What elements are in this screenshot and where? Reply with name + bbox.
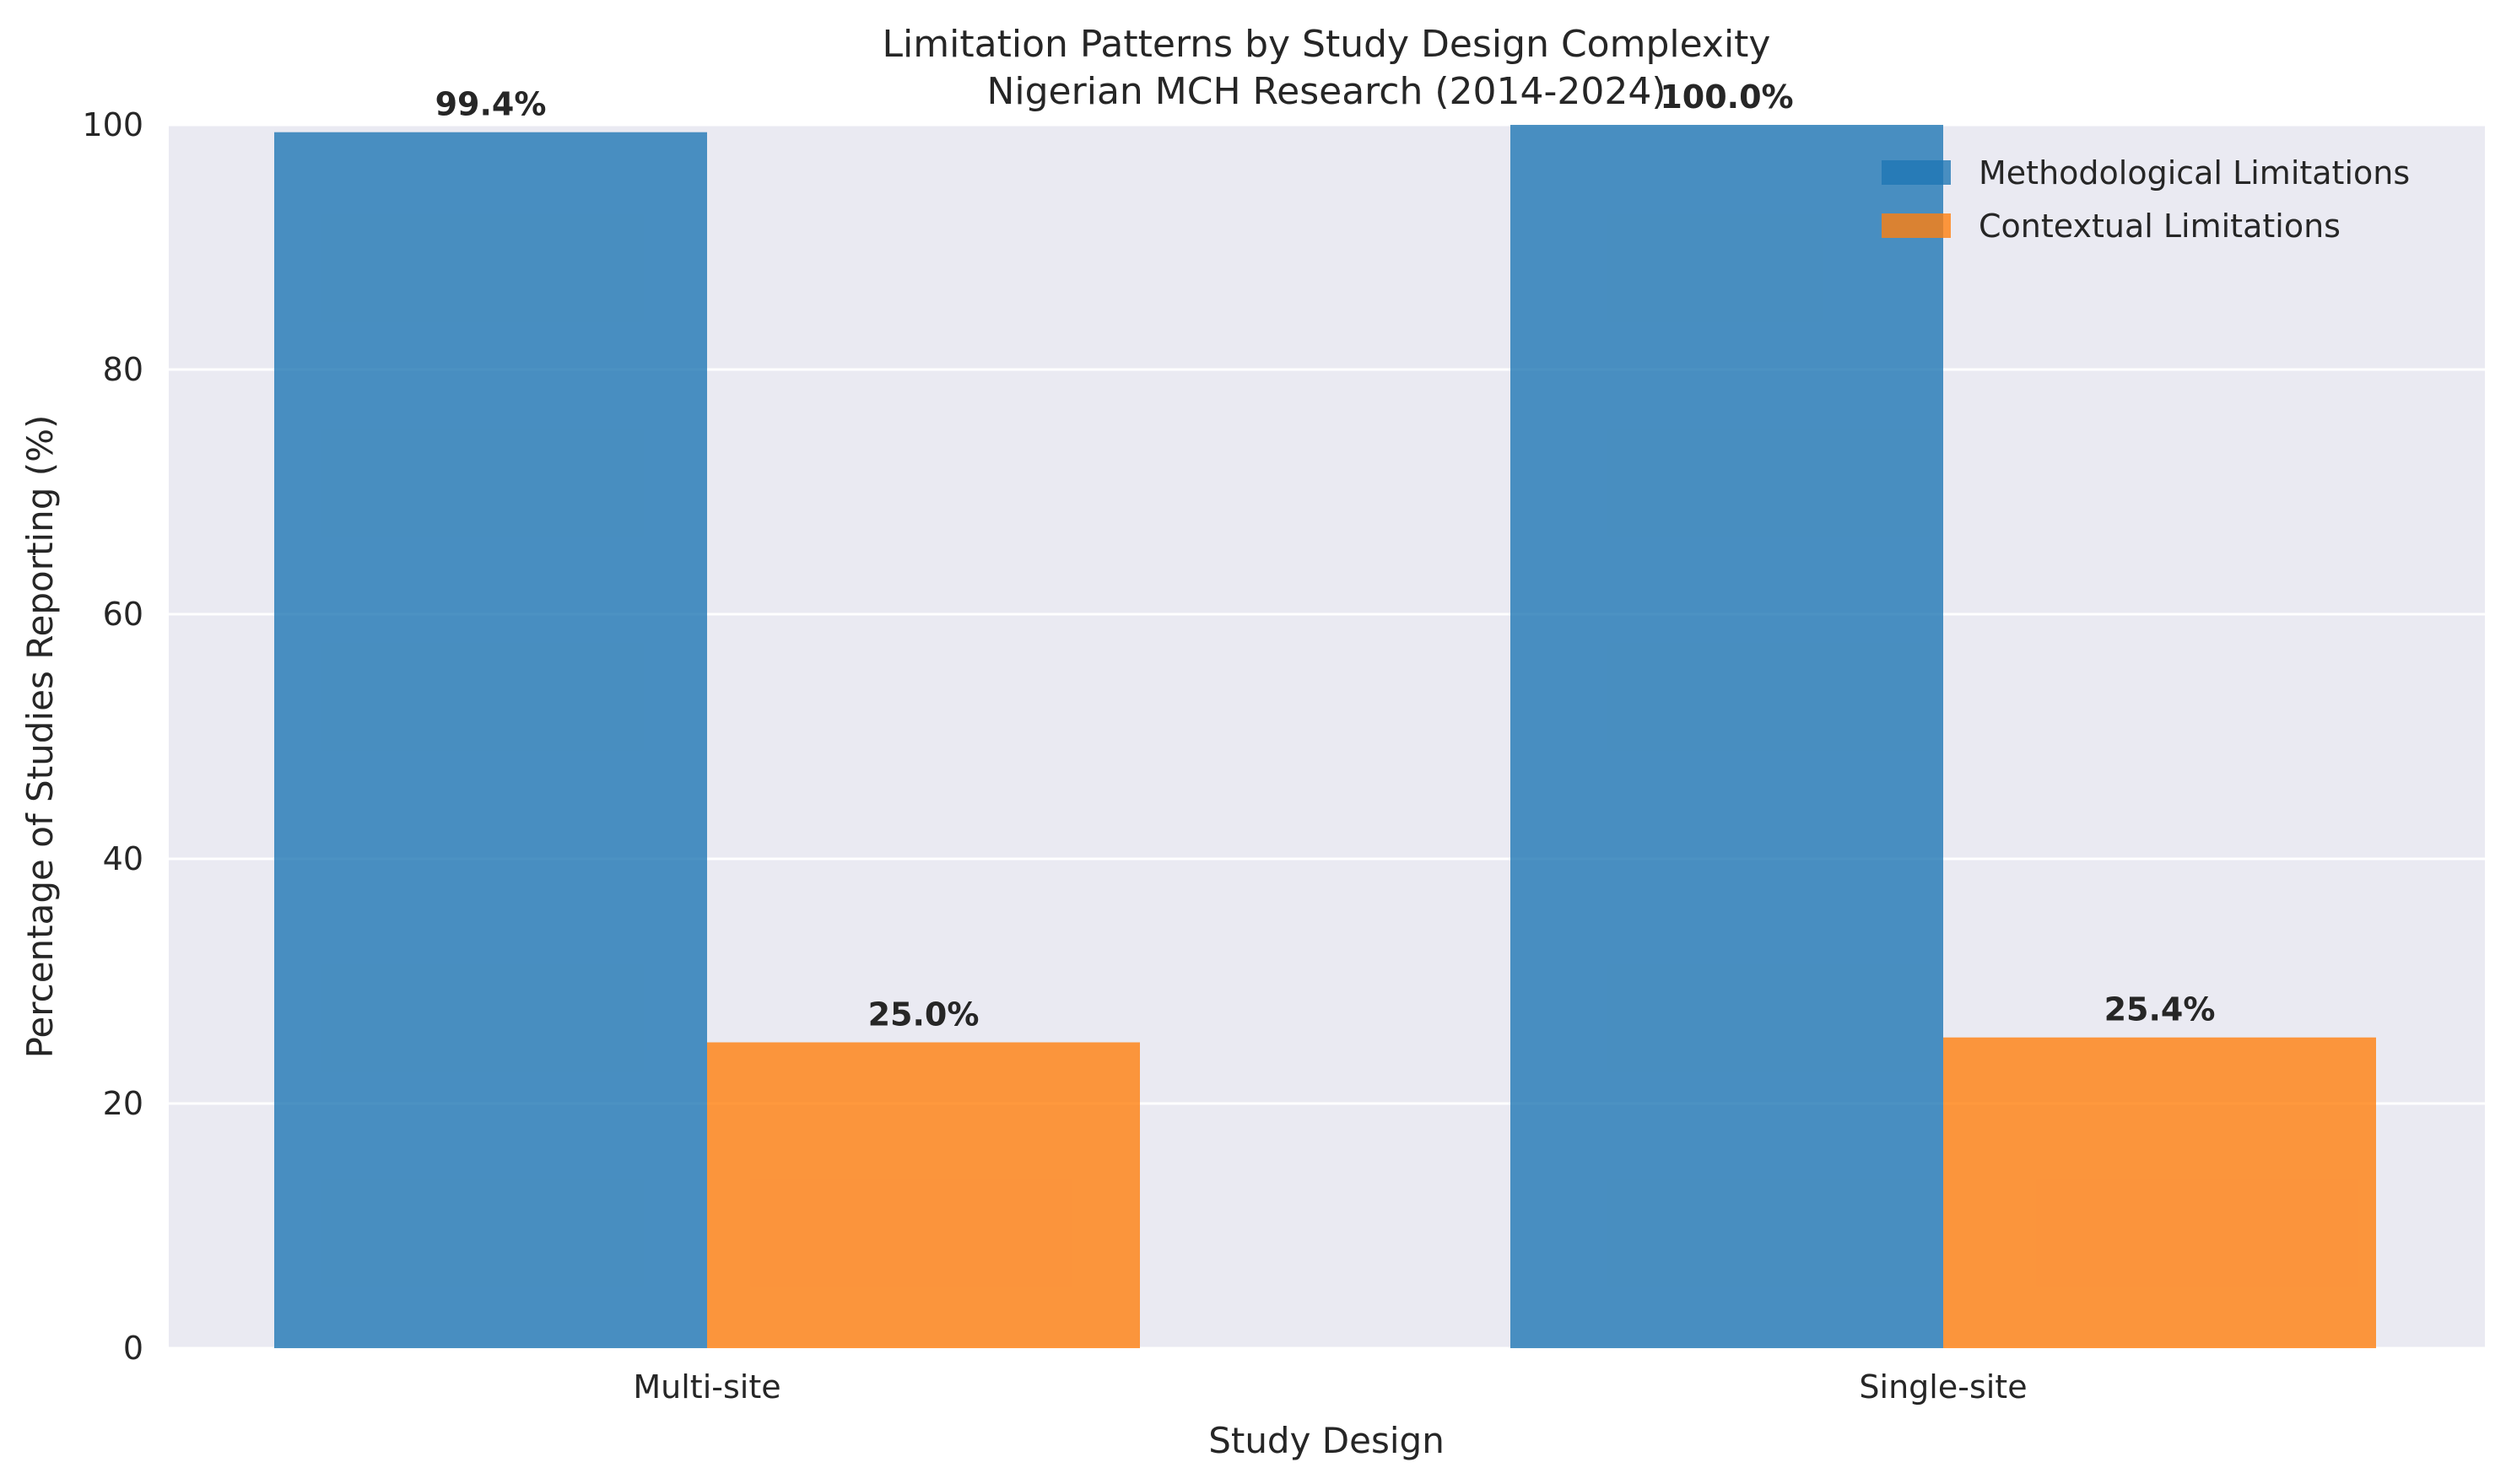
legend-swatch-contextual bbox=[1882, 213, 1951, 238]
x-axis-label: Study Design bbox=[1208, 1420, 1445, 1461]
bars-group bbox=[274, 125, 2376, 1349]
data-label: 25.0% bbox=[868, 996, 980, 1033]
data-label: 100.0% bbox=[1660, 78, 1793, 116]
y-tick-label: 0 bbox=[123, 1330, 143, 1367]
y-axis-ticks: 0 20 40 60 80 100 bbox=[82, 106, 143, 1367]
x-tick-label: Single-site bbox=[1859, 1368, 2027, 1406]
legend-label-methodological: Methodological Limitations bbox=[1979, 154, 2410, 192]
y-tick-label: 100 bbox=[82, 106, 143, 143]
bar-contextual-single-site bbox=[1943, 1037, 2376, 1348]
data-label: 99.4% bbox=[435, 86, 547, 123]
legend-swatch-methodological bbox=[1882, 160, 1951, 185]
data-label: 25.4% bbox=[2104, 991, 2216, 1028]
y-tick-label: 20 bbox=[103, 1085, 143, 1122]
legend-label-contextual: Contextual Limitations bbox=[1979, 208, 2341, 245]
y-tick-label: 40 bbox=[103, 840, 143, 877]
chart-title: Limitation Patterns by Study Design Comp… bbox=[883, 23, 1771, 66]
y-tick-label: 80 bbox=[103, 351, 143, 388]
bar-contextual-multi-site bbox=[707, 1042, 1140, 1348]
data-labels-group: 99.4% 25.0% 100.0% 25.4% bbox=[435, 78, 2216, 1033]
x-tick-label: Multi-site bbox=[633, 1368, 780, 1406]
bar-methodological-single-site bbox=[1510, 125, 1943, 1348]
bar-methodological-multi-site bbox=[274, 132, 707, 1349]
chart-subtitle: Nigerian MCH Research (2014-2024) bbox=[986, 70, 1666, 113]
legend: Methodological Limitations Contextual Li… bbox=[1882, 154, 2410, 245]
x-axis-ticks: Multi-site Single-site bbox=[633, 1368, 2027, 1406]
y-axis-label: Percentage of Studies Reporting (%) bbox=[19, 415, 61, 1059]
y-tick-label: 60 bbox=[103, 596, 143, 633]
